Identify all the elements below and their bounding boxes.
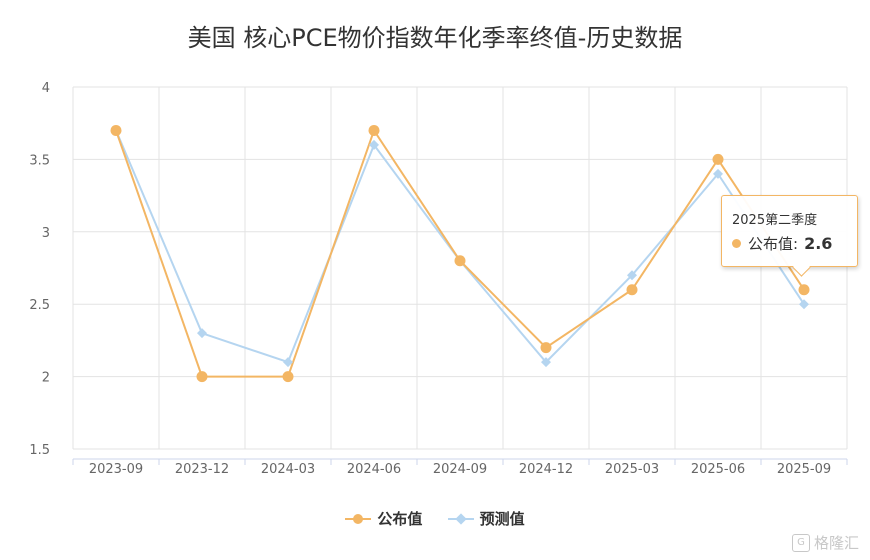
- data-point[interactable]: [798, 284, 810, 296]
- y-tick-label: 4: [42, 81, 50, 96]
- legend-label: 预测值: [479, 510, 525, 528]
- data-point[interactable]: [541, 357, 551, 368]
- legend-item-forecast[interactable]: 预测值: [447, 508, 525, 529]
- data-point[interactable]: [197, 328, 207, 339]
- y-axis-ticks: 1.5 2 2.5 3 3.5 4: [29, 81, 50, 458]
- x-tick-label: 2024-06: [347, 462, 401, 477]
- y-tick-label: 3: [42, 226, 50, 241]
- series-markers[interactable]: [110, 124, 810, 383]
- data-point[interactable]: [712, 153, 724, 165]
- watermark-text: 格隆汇: [814, 534, 860, 552]
- x-tick-label: 2025-03: [605, 462, 659, 477]
- chart-title: 美国 核心PCE物价指数年化季率终值-历史数据: [187, 24, 683, 52]
- y-tick-label: 1.5: [29, 443, 50, 458]
- tooltip-row: 公布值: 2.6: [732, 233, 832, 254]
- data-point[interactable]: [110, 124, 122, 136]
- y-tick-label: 2: [42, 371, 50, 386]
- series-dot-icon: [732, 239, 741, 248]
- data-point[interactable]: [368, 124, 380, 136]
- x-tick-label: 2024-03: [261, 462, 315, 477]
- series-lines: [115, 128, 805, 378]
- legend-label: 公布值: [377, 510, 423, 528]
- legend-item-published[interactable]: 公布值: [345, 508, 422, 529]
- data-point[interactable]: [799, 299, 809, 310]
- circle-marker-icon: [345, 512, 372, 526]
- x-tick-label: 2023-09: [89, 462, 143, 477]
- data-tooltip: 2025第二季度 公布值: 2.6: [721, 195, 858, 267]
- x-axis: 2023-09 2023-12 2024-03 2024-06 2024-09 2024-…: [72, 458, 848, 477]
- tooltip-value: 2.6: [804, 234, 833, 253]
- x-tick-label: 2024-12: [519, 462, 573, 477]
- watermark: G 格隆汇: [792, 532, 859, 553]
- tooltip-period: 2025第二季度: [732, 213, 818, 228]
- x-tick-label: 2025-06: [691, 462, 745, 477]
- data-point[interactable]: [282, 371, 294, 383]
- x-tick-label: 2024-09: [433, 462, 487, 477]
- tooltip-label: 公布值:: [748, 235, 799, 253]
- x-tick-label: 2023-12: [175, 462, 229, 477]
- data-point[interactable]: [454, 255, 466, 267]
- gelonghui-logo-icon: G: [792, 533, 810, 552]
- x-tick-label: 2025-09: [777, 462, 831, 477]
- chart-legend: 公布值 预测值: [0, 508, 870, 530]
- data-point[interactable]: [369, 139, 379, 150]
- data-point[interactable]: [196, 371, 208, 383]
- data-point[interactable]: [627, 270, 637, 281]
- y-tick-label: 3.5: [29, 153, 50, 168]
- y-tick-label: 2.5: [29, 298, 50, 313]
- series-line: [115, 130, 805, 364]
- diamond-marker-icon: [447, 512, 474, 526]
- data-point[interactable]: [626, 284, 638, 296]
- data-point[interactable]: [713, 168, 723, 179]
- grid-lines: [72, 86, 848, 450]
- data-point[interactable]: [540, 342, 552, 354]
- data-point[interactable]: [283, 357, 293, 368]
